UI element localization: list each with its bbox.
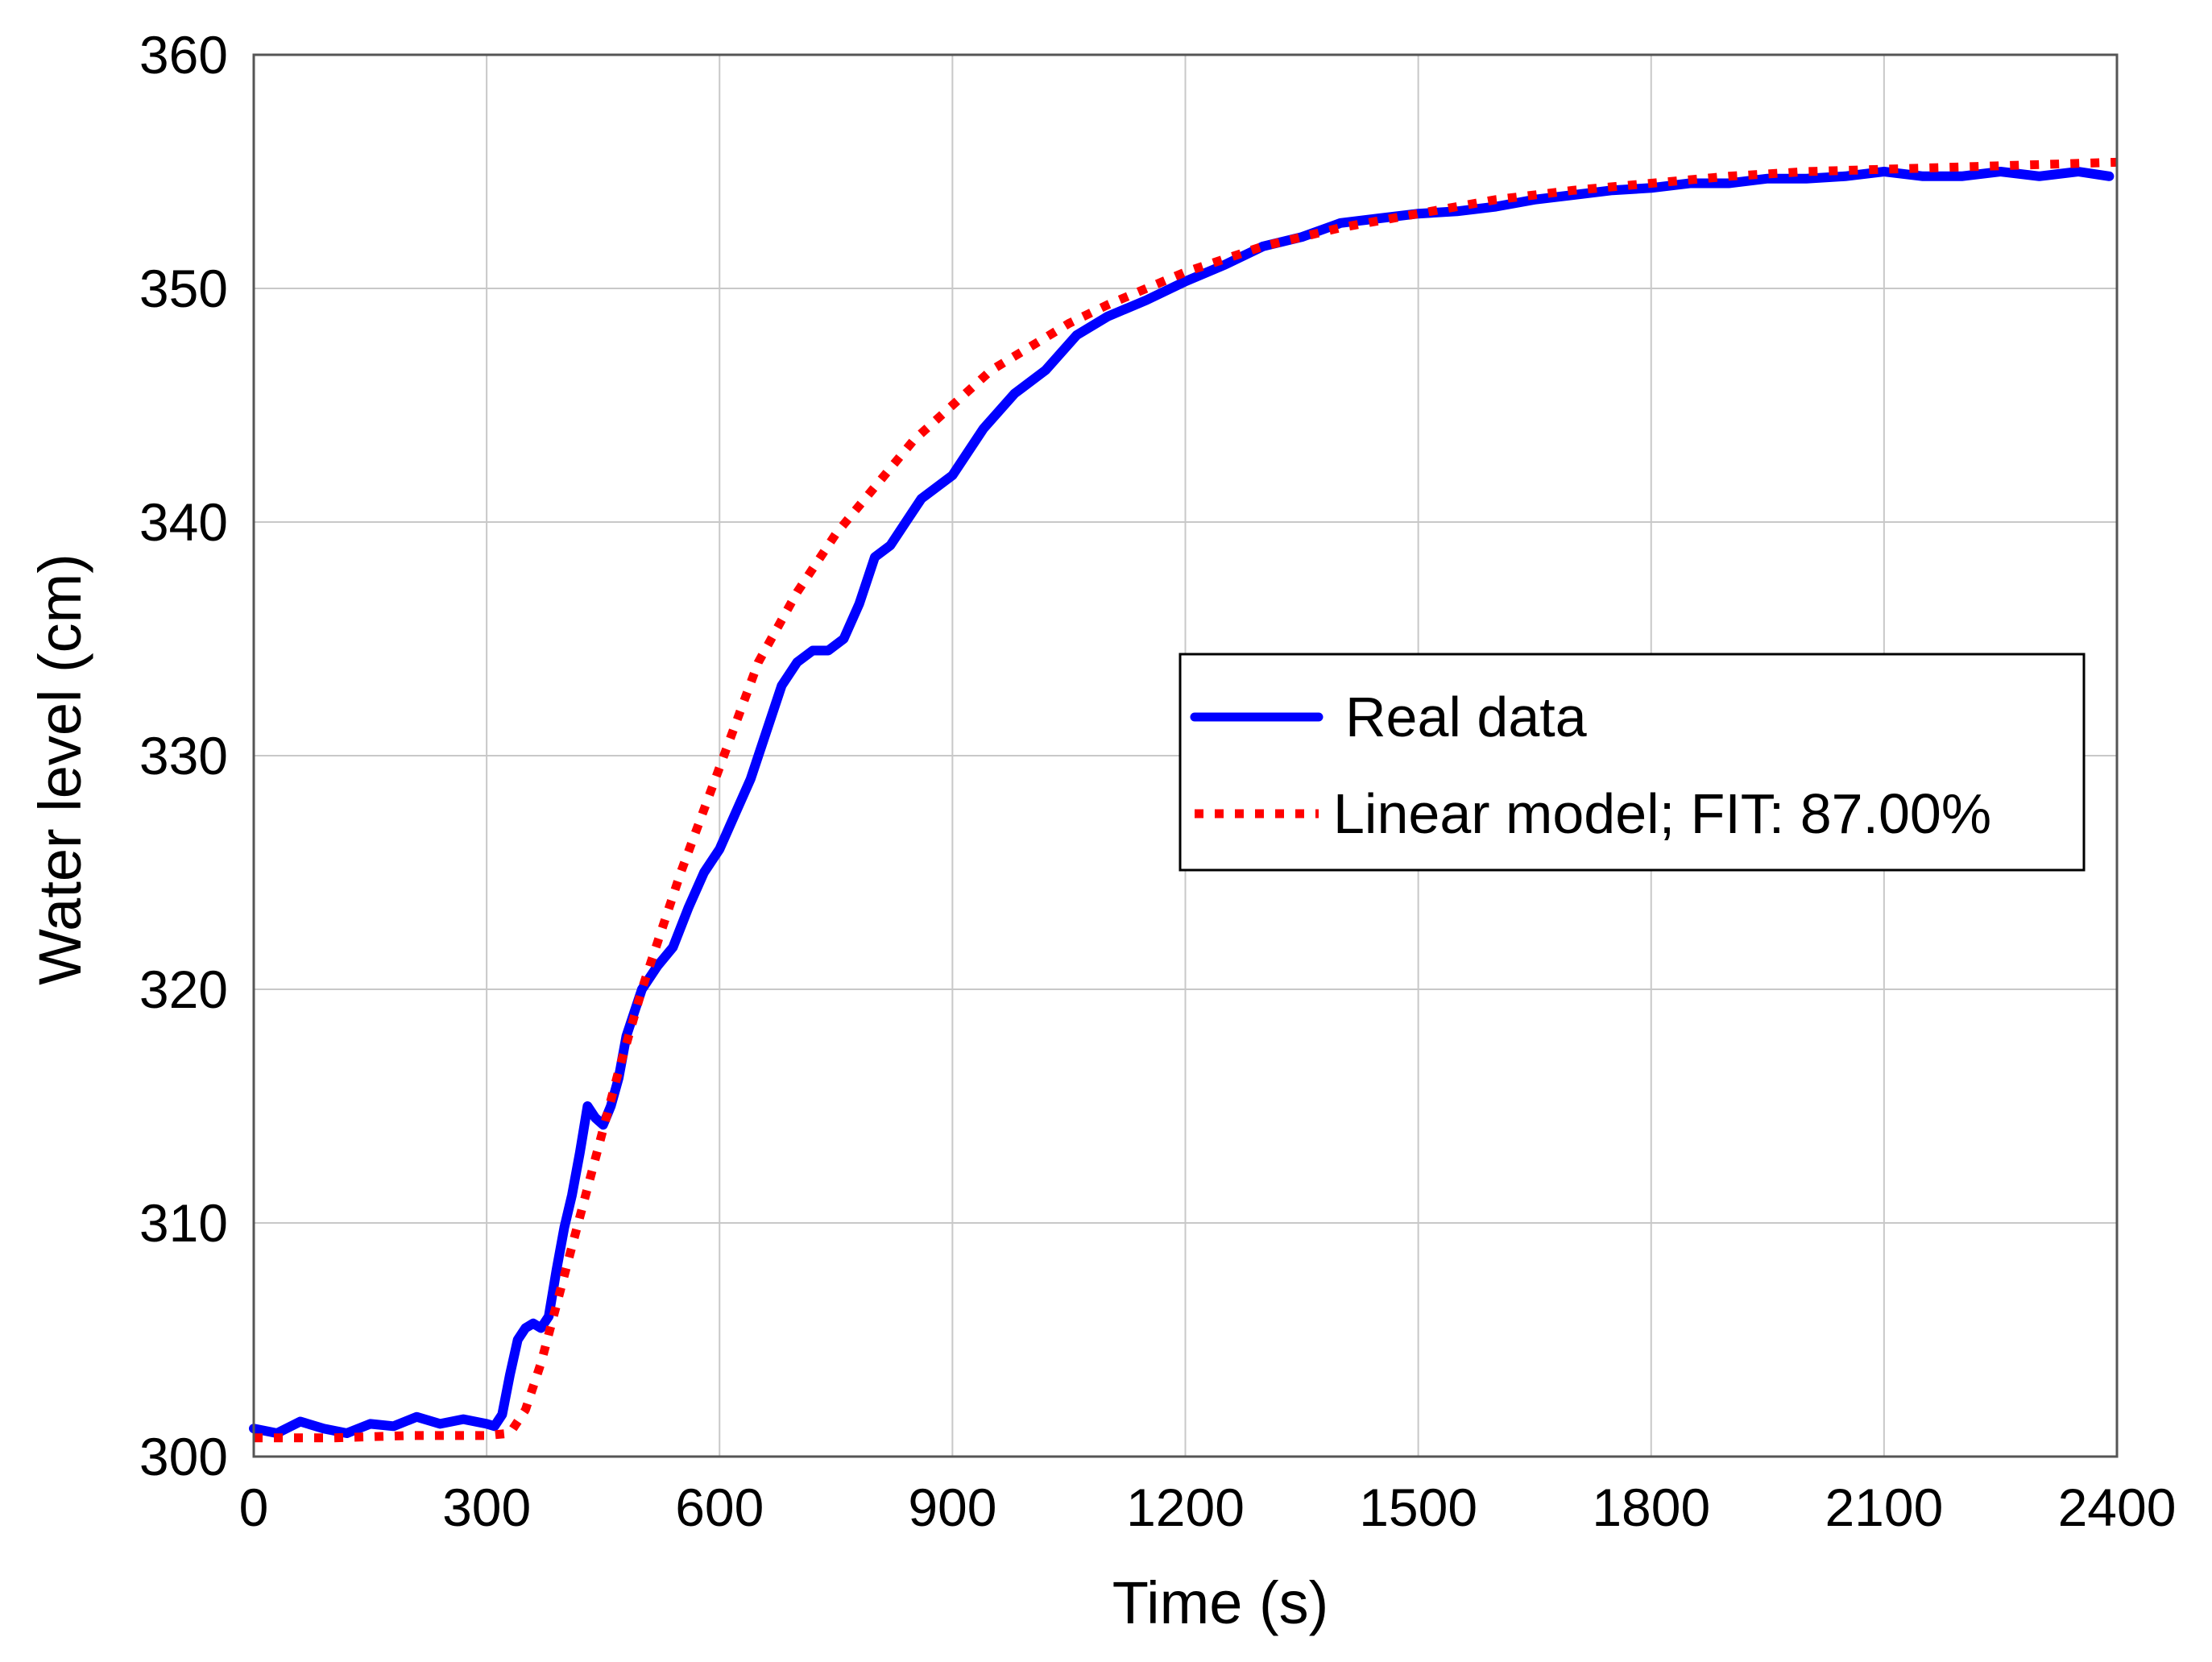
legend: Real data Linear model; FIT: 87.00% (1178, 653, 2086, 872)
x-tick-label: 2100 (1825, 1478, 1943, 1537)
y-tick-labels: 300 310 320 330 340 350 360 (139, 25, 228, 1486)
x-tick-label: 900 (908, 1478, 996, 1537)
y-tick-label: 320 (139, 959, 228, 1019)
legend-label-linear-model: Linear model; FIT: 87.00% (1333, 782, 1991, 845)
y-tick-label: 360 (139, 25, 228, 85)
x-tick-label: 2400 (2058, 1478, 2177, 1537)
y-tick-label: 300 (139, 1427, 228, 1486)
x-tick-label: 300 (442, 1478, 531, 1537)
x-tick-label: 600 (675, 1478, 764, 1537)
y-tick-label: 330 (139, 726, 228, 785)
y-tick-label: 350 (139, 259, 228, 318)
y-axis-title: Water level (cm) (27, 553, 93, 985)
x-axis-title: Time (s) (1112, 1569, 1329, 1636)
x-tick-label: 1800 (1592, 1478, 1710, 1537)
y-tick-label: 310 (139, 1193, 228, 1253)
legend-label-real-data: Real data (1345, 686, 1587, 748)
plot-frame (252, 53, 2119, 1458)
x-tick-label: 0 (239, 1478, 269, 1537)
y-tick-label: 340 (139, 492, 228, 552)
x-tick-label: 1200 (1126, 1478, 1245, 1537)
x-tick-label: 1500 (1359, 1478, 1477, 1537)
legend-box (1178, 653, 2086, 872)
x-tick-labels: 0 300 600 900 1200 1500 1800 2100 2400 (239, 1478, 2177, 1537)
data-series (249, 157, 2118, 1443)
